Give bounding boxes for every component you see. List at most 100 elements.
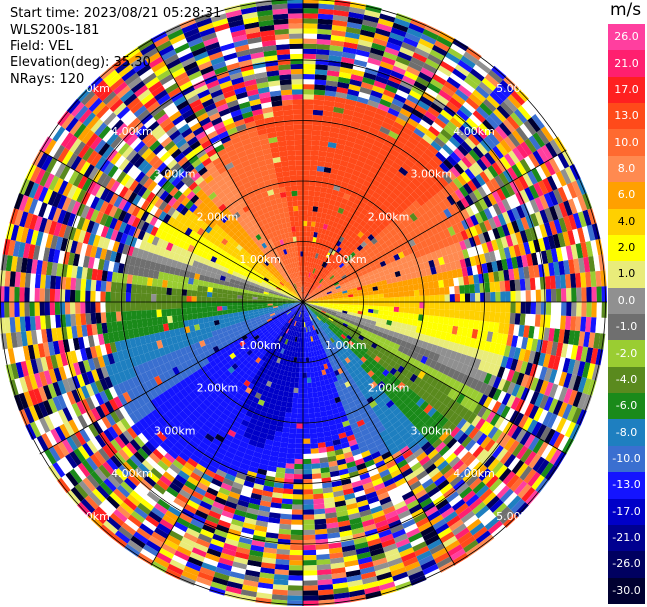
gate-cell (329, 199, 336, 206)
gate-cell (542, 177, 553, 193)
gate-cell (245, 241, 253, 249)
gate-cell (548, 190, 559, 206)
gate-cell (351, 284, 357, 289)
gate-cell (290, 285, 295, 291)
gate-cell (274, 235, 280, 242)
gate-cell (314, 79, 327, 86)
gate-cell (398, 179, 409, 189)
gate-cell (223, 90, 236, 99)
gate-cell (314, 226, 319, 233)
gate-cell (71, 187, 82, 201)
gate-cell (257, 306, 263, 310)
gate-cell (300, 261, 303, 267)
gate-cell (332, 221, 338, 228)
gate-cell (210, 13, 227, 23)
gate-cell (83, 164, 95, 178)
gate-cell (389, 236, 397, 245)
gate-cell (541, 144, 554, 161)
gate-cell (288, 280, 292, 286)
gate-cell (252, 167, 261, 175)
gate-cell (70, 277, 77, 291)
gate-cell (268, 306, 274, 310)
gate-cell (177, 282, 183, 290)
gate-cell (101, 175, 112, 188)
gate-cell (281, 233, 286, 240)
gate-cell (436, 35, 453, 48)
gate-cell (216, 328, 223, 335)
gate-cell (586, 224, 596, 241)
gate-cell (260, 169, 269, 177)
gate-cell (81, 267, 88, 280)
gate-cell (154, 218, 163, 229)
gate-cell (402, 262, 409, 270)
gate-cell (366, 200, 375, 208)
gate-cell (131, 247, 140, 258)
gate-cell (163, 155, 175, 166)
gate-cell (408, 181, 418, 191)
gate-cell (161, 279, 168, 288)
gate-cell (231, 76, 244, 86)
gate-cell (340, 181, 349, 189)
gate-cell (480, 139, 492, 153)
gate-cell (240, 247, 247, 255)
gate-cell (287, 3, 303, 9)
gate-cell (239, 155, 249, 164)
gate-cell (315, 216, 321, 223)
gate-cell (43, 370, 53, 385)
gate-cell (301, 291, 303, 297)
gate-cell (360, 208, 369, 216)
gate-cell (289, 236, 294, 243)
gate-cell (590, 271, 597, 287)
gate-cell (270, 95, 282, 102)
gate-cell (585, 240, 594, 257)
gate-cell (125, 292, 131, 302)
gate-cell (20, 331, 28, 347)
gate-cell (140, 199, 150, 211)
gate-cell (316, 171, 324, 177)
gate-cell (137, 327, 145, 337)
gate-cell (274, 28, 289, 35)
gate-cell (346, 286, 352, 291)
gate-cell (181, 308, 188, 315)
gate-cell (189, 325, 196, 333)
gate-cell (271, 261, 277, 267)
gate-cell (395, 258, 403, 266)
gate-cell (526, 253, 534, 267)
gate-cell (404, 70, 418, 81)
gate-cell (601, 286, 607, 302)
gate-cell (284, 232, 290, 239)
gate-cell (334, 273, 340, 279)
gate-cell (202, 317, 209, 324)
gate-cell (244, 316, 250, 321)
gate-cell (366, 219, 375, 227)
gate-cell (439, 162, 450, 174)
gate-cell (271, 151, 280, 159)
gate-cell (204, 75, 218, 85)
gate-cell (358, 172, 368, 181)
gate-cell (317, 243, 322, 249)
gate-cell (377, 183, 387, 192)
gate-cell (90, 118, 104, 133)
gate-cell (42, 188, 54, 204)
gate-cell (319, 140, 329, 147)
gate-cell (51, 328, 58, 342)
gate-cell (293, 303, 299, 306)
gate-cell (257, 197, 265, 205)
gate-cell (284, 284, 289, 289)
gate-cell (251, 257, 258, 264)
gate-cell (418, 170, 429, 181)
gate-cell (148, 140, 161, 152)
gate-cell (381, 264, 389, 272)
gate-cell (319, 254, 324, 261)
gate-cell (506, 115, 520, 130)
gate-cell (371, 282, 378, 288)
gate-cell (293, 299, 298, 302)
gate-cell (455, 128, 468, 141)
gate-cell (307, 221, 312, 227)
gate-cell (292, 290, 297, 295)
gate-cell (293, 302, 298, 305)
gate-cell (180, 248, 188, 257)
gate-cell (293, 298, 299, 301)
gate-cell (336, 246, 342, 253)
gate-cell (313, 231, 318, 238)
